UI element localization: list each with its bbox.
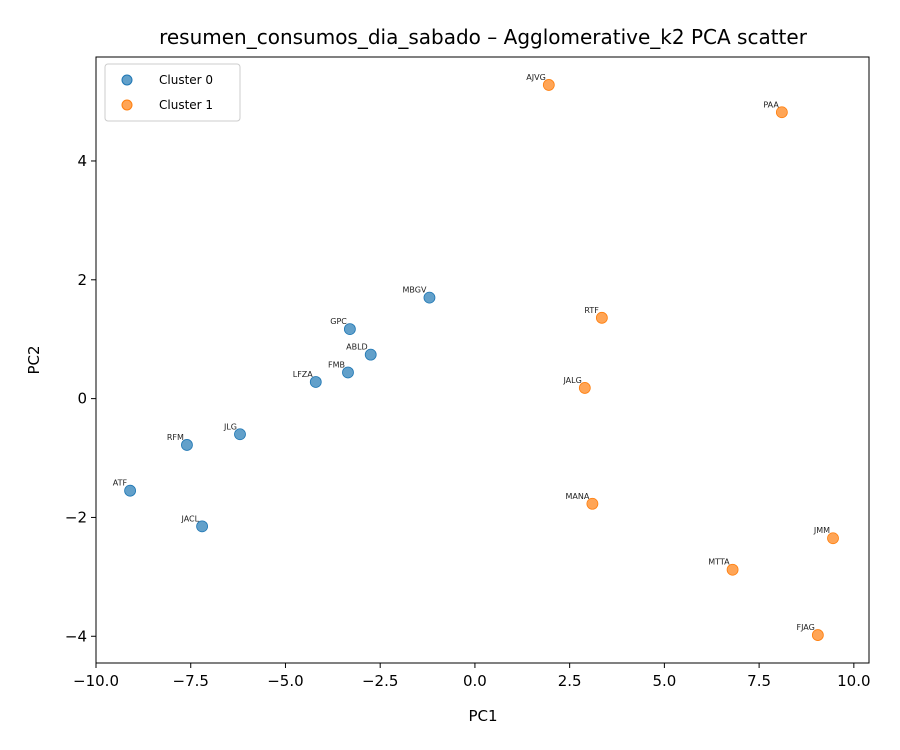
x-axis-label: PC1 (468, 707, 497, 725)
point-label-mtta: MTTA (708, 558, 730, 567)
point-label-lfza: LFZA (293, 370, 314, 379)
y-axis-ticks: −4 −2 0 2 4 (65, 152, 96, 645)
data-point-jacl (196, 520, 208, 533)
point-label-atf: ATF (113, 479, 128, 488)
y-tick-label: −4 (65, 627, 87, 645)
y-tick-label: 0 (77, 390, 87, 408)
point-label-jalg: JALG (562, 376, 581, 385)
data-point-rtf (595, 311, 608, 324)
data-point-fjag (811, 629, 824, 641)
point-label-ajvg: AJVG (526, 73, 546, 82)
legend-label-cluster-0: Cluster 0 (159, 73, 213, 87)
data-point-mbgv (423, 291, 436, 304)
data-point-fmb (342, 366, 354, 379)
y-tick-label: −2 (65, 508, 87, 526)
point-label-paa: PAA (763, 100, 779, 109)
point-label-mana: MANA (566, 492, 590, 501)
point-label-jacl: JACL (181, 514, 200, 523)
data-point-mtta (726, 563, 739, 576)
x-tick-label: −10.0 (73, 672, 119, 690)
x-tick-label: 7.5 (747, 672, 771, 690)
point-label-abld: ABLD (346, 343, 368, 352)
point-label-fjag: FJAG (796, 623, 814, 632)
data-point-jlg (234, 428, 246, 441)
x-tick-label: −5.0 (267, 672, 303, 690)
point-label-fmb: FMB (328, 360, 345, 369)
legend-marker-cluster-0 (121, 74, 133, 86)
data-point-rfm (181, 439, 193, 451)
y-tick-label: 4 (77, 152, 87, 170)
x-tick-label: −7.5 (173, 672, 209, 690)
x-tick-label: 10.0 (837, 672, 870, 690)
point-label-jlg: JLG (223, 422, 237, 431)
legend-marker-cluster-1 (121, 99, 133, 111)
y-tick-label: 2 (77, 271, 87, 289)
data-point-ajvg (542, 79, 555, 91)
point-label-rfm: RFM (167, 433, 184, 442)
data-point-jmm (827, 532, 839, 545)
legend: Cluster 0 Cluster 1 (104, 63, 241, 122)
plot-frame (95, 56, 870, 664)
data-point-jalg (578, 382, 591, 394)
point-label-rtf: RTF (584, 306, 599, 315)
data-point-abld (364, 348, 377, 361)
x-tick-label: 2.5 (558, 672, 582, 690)
chart-title: resumen_consumos_dia_sabado – Agglomerat… (159, 25, 808, 49)
data-point-mana (586, 497, 599, 510)
data-point-lfza (309, 376, 322, 388)
point-label-mbgv: MBGV (403, 286, 427, 295)
point-label-jmm: JMM (813, 526, 830, 535)
data-point-atf (124, 484, 137, 497)
legend-box (104, 63, 241, 122)
legend-label-cluster-1: Cluster 1 (159, 98, 213, 112)
x-axis-ticks: −10.0 −7.5 −5.0 −2.5 0.0 2.5 5.0 7.5 10.0 (73, 663, 871, 690)
x-tick-label: −2.5 (362, 672, 398, 690)
plot-area (96, 57, 869, 663)
data-point-gpc (343, 323, 356, 336)
y-axis-label: PC2 (25, 345, 43, 374)
point-label-gpc: GPC (330, 317, 347, 326)
x-tick-label: 5.0 (652, 672, 676, 690)
x-tick-label: 0.0 (463, 672, 487, 690)
data-point-paa (775, 106, 788, 119)
